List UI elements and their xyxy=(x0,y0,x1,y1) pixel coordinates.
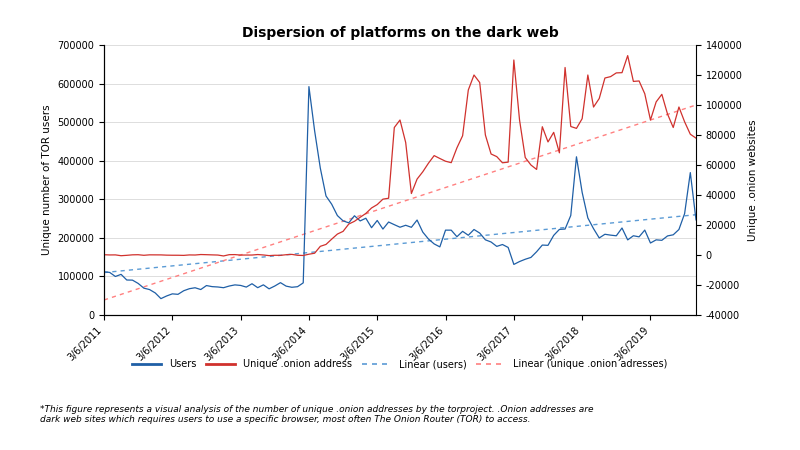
Legend: Users, Unique .onion address, Linear (users), Linear (unique .onion adresses): Users, Unique .onion address, Linear (us… xyxy=(128,356,672,373)
Y-axis label: Unique number of TOR users: Unique number of TOR users xyxy=(42,105,52,255)
Y-axis label: Unique .onion websites: Unique .onion websites xyxy=(748,119,758,241)
Title: Dispersion of platforms on the dark web: Dispersion of platforms on the dark web xyxy=(242,26,558,40)
Text: *This figure represents a visual analysis of the number of unique .onion address: *This figure represents a visual analysi… xyxy=(40,405,594,424)
